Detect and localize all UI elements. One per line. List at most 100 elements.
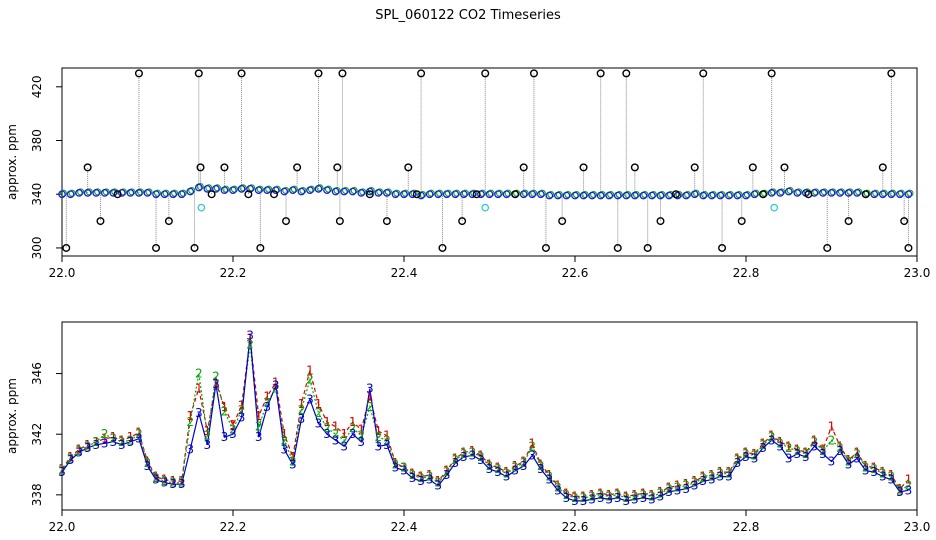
top-data-point — [733, 191, 742, 200]
bottom-series-marker: 3 — [793, 447, 801, 461]
top-green-marker — [427, 189, 435, 197]
top-x-tick-label: 23.0 — [904, 266, 931, 280]
bottom-series-marker: 1 — [443, 464, 451, 478]
bottom-y-tick-label: 338 — [30, 483, 44, 506]
bottom-series-marker: 1 — [725, 465, 733, 479]
bottom-series-marker: 3 — [186, 442, 194, 456]
bottom-series-marker: 2 — [195, 367, 203, 381]
bottom-series-marker: 3 — [349, 427, 357, 441]
top-data-point — [477, 190, 485, 199]
bottom-series-marker: 2 — [554, 480, 562, 494]
bottom-series-marker: 3 — [563, 491, 571, 505]
top-green-marker — [94, 188, 102, 196]
top-y-tick-label: 380 — [30, 129, 44, 152]
bottom-series-marker: 3 — [392, 461, 400, 475]
top-spike-point — [737, 217, 746, 226]
bottom-series-marker: 1 — [144, 454, 152, 468]
top-data-point — [588, 191, 596, 200]
top-spike-point — [748, 163, 757, 172]
top-data-point — [596, 191, 605, 200]
top-green-marker — [230, 185, 239, 193]
top-spike-point — [844, 217, 853, 226]
top-data-point — [485, 190, 494, 199]
bottom-series-marker: 2 — [298, 403, 306, 417]
top-data-point — [323, 186, 331, 195]
top-data-point — [682, 191, 691, 200]
top-green-marker — [350, 186, 358, 195]
bottom-series-marker: 2 — [127, 433, 135, 447]
top-green-marker — [282, 186, 290, 195]
bottom-series-marker: 2 — [870, 462, 878, 476]
bottom-series-marker: 1 — [614, 486, 622, 500]
bottom-series-marker: 2 — [306, 373, 314, 387]
top-data-point — [562, 191, 571, 200]
bottom-series-marker: 3 — [109, 435, 117, 449]
top-data-point — [357, 189, 366, 197]
bottom-series-marker: 1 — [178, 474, 186, 488]
top-data-point — [126, 189, 135, 197]
top-data-point — [229, 186, 237, 195]
bottom-series-marker: 2 — [212, 370, 220, 384]
top-data-point — [836, 189, 844, 197]
top-data-point — [656, 191, 665, 200]
bottom-series-marker: 1 — [734, 451, 742, 465]
top-data-point — [536, 190, 545, 199]
top-data-point — [716, 191, 725, 200]
bottom-series-marker: 2 — [836, 441, 844, 455]
bottom-series-marker: 1 — [845, 453, 853, 467]
bottom-series-marker: 1 — [759, 436, 767, 450]
bottom-series-marker: 2 — [357, 429, 365, 443]
bottom-series-marker: 2 — [537, 459, 545, 473]
top-green-marker — [359, 188, 367, 196]
top-data-point — [118, 189, 126, 197]
top-green-marker — [624, 191, 632, 199]
bottom-series-marker: 1 — [323, 415, 331, 429]
top-x-tick-label: 22.0 — [49, 266, 76, 280]
top-spike-point — [282, 217, 291, 226]
bottom-series-marker: 3 — [340, 439, 348, 453]
bottom-series-marker: 3 — [246, 329, 254, 343]
bottom-series-marker: 2 — [400, 461, 408, 475]
bottom-series-marker: 2 — [289, 454, 297, 468]
top-spike-point — [196, 163, 205, 172]
top-data-point — [177, 190, 186, 199]
top-green-marker — [521, 189, 529, 197]
bottom-series-marker: 3 — [648, 492, 656, 506]
top-data-point — [348, 187, 357, 196]
bottom-series-marker: 1 — [631, 488, 639, 502]
top-data-point — [571, 191, 579, 200]
top-spike-point — [237, 69, 246, 78]
top-spike-point — [458, 217, 467, 226]
bottom-series-marker: 2 — [614, 488, 622, 502]
bottom-series-marker: 2 — [725, 467, 733, 481]
bottom-series-marker: 3 — [554, 483, 562, 497]
bottom-series-marker: 3 — [375, 439, 383, 453]
top-data-point — [434, 190, 443, 199]
top-green-marker — [598, 191, 606, 199]
top-green-marker — [641, 191, 649, 199]
top-data-point — [152, 190, 160, 199]
top-green-marker — [889, 189, 897, 197]
top-data-point — [622, 191, 631, 200]
top-data-point — [784, 187, 793, 196]
top-data-point — [699, 191, 708, 200]
bottom-series-marker: 3 — [315, 417, 323, 431]
bottom-x-tick-label: 22.6 — [562, 520, 589, 534]
bottom-series-marker: 3 — [238, 411, 246, 425]
bottom-series-marker: 1 — [75, 442, 83, 456]
top-spike-point — [481, 69, 490, 78]
bottom-series-marker: 3 — [298, 412, 306, 426]
bottom-series-marker: 3 — [870, 465, 878, 479]
bottom-series-marker: 1 — [785, 439, 793, 453]
bottom-series-marker: 3 — [469, 448, 477, 462]
bottom-series-marker: 3 — [614, 491, 622, 505]
top-green-marker — [59, 189, 68, 197]
top-green-marker — [239, 184, 247, 192]
bottom-series-marker: 3 — [699, 474, 707, 488]
top-spike-point — [718, 243, 727, 252]
bottom-series-marker: 1 — [622, 489, 630, 503]
top-green-marker — [778, 188, 786, 196]
top-data-point — [579, 191, 588, 200]
bottom-series-marker: 1 — [853, 445, 861, 459]
bottom-series-marker: 2 — [323, 421, 331, 435]
